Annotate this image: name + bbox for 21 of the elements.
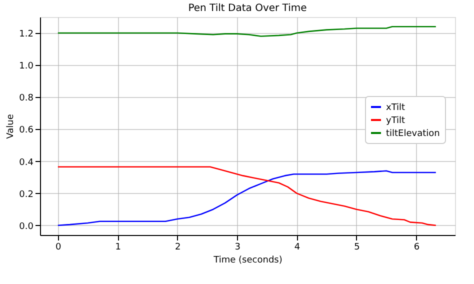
y-tick-label: 0.0	[19, 222, 34, 232]
x-tick-label: 5	[354, 242, 360, 252]
x-tick-label: 1	[115, 242, 121, 252]
y-tick-label: 1.0	[19, 62, 34, 72]
x-axis-title: Time (seconds)	[212, 256, 282, 266]
legend-label: yTilt	[386, 116, 406, 126]
legend-label: tiltElevation	[386, 129, 440, 139]
line-series	[57, 26, 437, 37]
y-tick-label: 0.6	[19, 126, 34, 136]
y-tick-label: 0.8	[19, 94, 34, 104]
x-tick-label: 6	[414, 242, 420, 252]
x-tick-label: 4	[294, 242, 300, 252]
x-tick-label: 2	[174, 242, 181, 252]
y-axis-title: Value	[6, 114, 16, 139]
y-tick-label: 0.2	[19, 190, 34, 200]
chart-title: Pen Tilt Data Over Time	[188, 3, 307, 14]
legend-label: xTilt	[386, 103, 406, 113]
y-tick-label: 1.2	[19, 30, 34, 40]
y-tick-label: 0.4	[19, 158, 34, 168]
x-tick-label: 0	[56, 242, 62, 252]
x-tick-label: 3	[234, 242, 240, 252]
